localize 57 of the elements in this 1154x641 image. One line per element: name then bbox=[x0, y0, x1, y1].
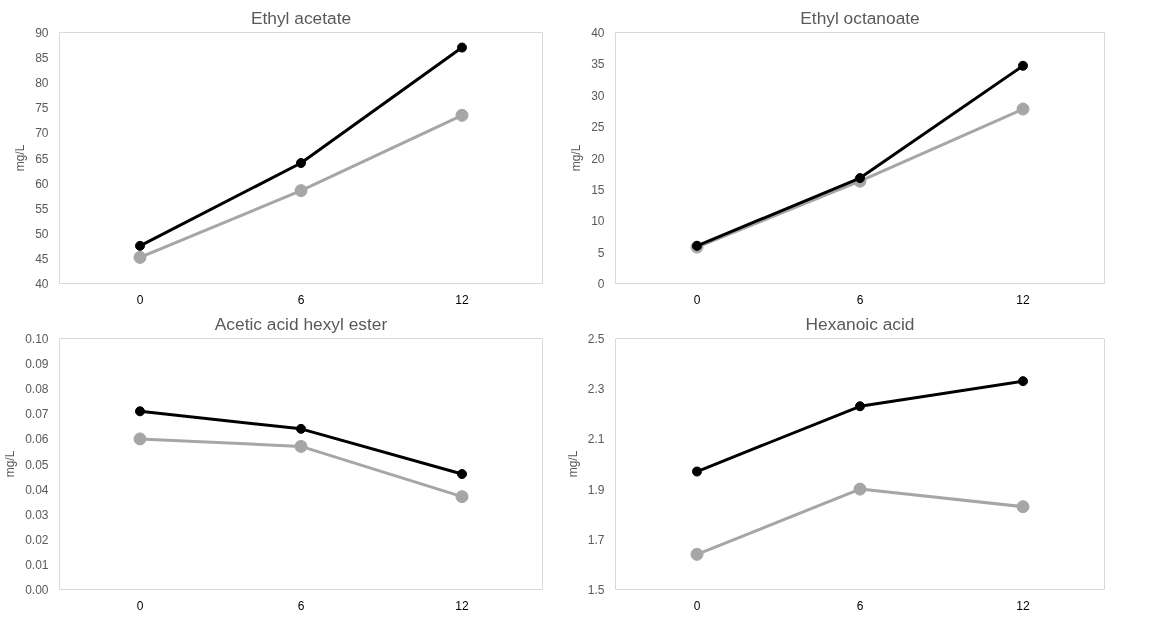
x-tick-label: 6 bbox=[856, 598, 864, 613]
y-axis-title: mg/L bbox=[3, 450, 18, 478]
y-tick-label: 2.3 bbox=[587, 382, 605, 397]
chart-title: Ethyl acetate bbox=[250, 7, 352, 28]
y-tick-label: 45 bbox=[35, 251, 49, 266]
chart-title: Acetic acid hexyl ester bbox=[214, 313, 388, 334]
y-tick-label: 0.01 bbox=[25, 557, 49, 572]
y-tick-label: 65 bbox=[35, 151, 49, 166]
y-tick-label: 70 bbox=[35, 126, 49, 141]
x-tick-label: 12 bbox=[455, 598, 469, 613]
x-tick-label: 6 bbox=[297, 292, 305, 307]
y-tick-label: 30 bbox=[591, 88, 605, 103]
y-tick-label: 40 bbox=[591, 26, 605, 40]
y-tick-label: 2.1 bbox=[587, 432, 605, 447]
y-tick-label: 0.10 bbox=[25, 332, 49, 346]
y-tick-label: 55 bbox=[35, 201, 49, 216]
x-tick-label: 12 bbox=[1016, 292, 1030, 307]
y-tick-label: 0.00 bbox=[25, 583, 49, 597]
y-tick-label: 60 bbox=[35, 176, 49, 191]
x-tick-label: 6 bbox=[297, 598, 305, 613]
chart-title: Ethyl octanoate bbox=[800, 7, 920, 28]
y-tick-label: 0.03 bbox=[25, 507, 49, 522]
y-tick-label: 35 bbox=[591, 57, 605, 72]
x-tick-label: 0 bbox=[693, 292, 701, 307]
y-tick-label: 0.09 bbox=[25, 357, 49, 372]
y-tick-label: 0.08 bbox=[25, 382, 49, 397]
y-tick-label: 85 bbox=[35, 51, 49, 66]
x-tick-label: 12 bbox=[455, 292, 469, 307]
x-tick-label: 0 bbox=[693, 598, 701, 613]
chart-title: Hexanoic acid bbox=[805, 313, 915, 334]
y-axis-title: mg/L bbox=[569, 144, 584, 172]
y-tick-label: 10 bbox=[591, 214, 605, 229]
y-tick-label: 40 bbox=[35, 277, 49, 291]
y-axis-title: mg/L bbox=[565, 450, 580, 478]
y-tick-label: 2.5 bbox=[587, 332, 605, 346]
y-tick-label: 25 bbox=[591, 120, 605, 135]
y-tick-label: 50 bbox=[35, 226, 49, 241]
y-tick-label: 15 bbox=[591, 182, 605, 197]
y-tick-label: 90 bbox=[35, 26, 49, 40]
y-tick-label: 0.07 bbox=[25, 407, 49, 422]
y-tick-label: 75 bbox=[35, 101, 49, 116]
y-tick-label: 1.7 bbox=[587, 532, 605, 547]
y-tick-label: 0 bbox=[597, 277, 605, 291]
y-tick-label: 0.05 bbox=[25, 457, 49, 472]
y-tick-label: 5 bbox=[597, 245, 605, 260]
y-axis-title: mg/L bbox=[13, 144, 28, 172]
y-tick-label: 20 bbox=[591, 151, 605, 166]
y-tick-label: 1.9 bbox=[587, 482, 605, 497]
y-tick-label: 0.02 bbox=[25, 532, 49, 547]
x-tick-label: 12 bbox=[1016, 598, 1030, 613]
y-tick-label: 80 bbox=[35, 76, 49, 91]
x-tick-label: 0 bbox=[136, 598, 144, 613]
x-tick-label: 6 bbox=[856, 292, 864, 307]
x-tick-label: 0 bbox=[136, 292, 144, 307]
y-tick-label: 0.06 bbox=[25, 432, 49, 447]
y-tick-label: 1.5 bbox=[587, 583, 605, 597]
y-tick-label: 0.04 bbox=[25, 482, 49, 497]
